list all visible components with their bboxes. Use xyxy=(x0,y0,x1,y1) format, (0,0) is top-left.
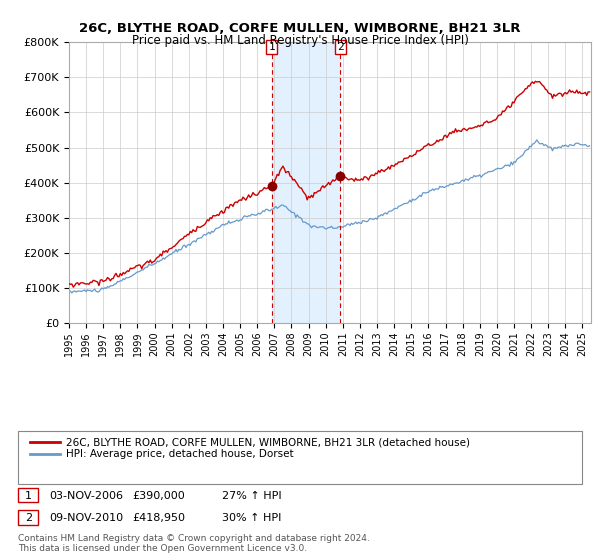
Text: 1: 1 xyxy=(25,491,32,501)
Text: 27% ↑ HPI: 27% ↑ HPI xyxy=(222,491,281,501)
Text: £418,950: £418,950 xyxy=(132,513,185,523)
Text: 2: 2 xyxy=(337,42,344,52)
Text: 1: 1 xyxy=(268,42,275,52)
Text: 30% ↑ HPI: 30% ↑ HPI xyxy=(222,513,281,523)
Text: £390,000: £390,000 xyxy=(132,491,185,501)
Text: HPI: Average price, detached house, Dorset: HPI: Average price, detached house, Dors… xyxy=(66,449,293,459)
Text: 26C, BLYTHE ROAD, CORFE MULLEN, WIMBORNE, BH21 3LR: 26C, BLYTHE ROAD, CORFE MULLEN, WIMBORNE… xyxy=(79,22,521,35)
Text: 09-NOV-2010: 09-NOV-2010 xyxy=(49,513,124,523)
Text: Price paid vs. HM Land Registry's House Price Index (HPI): Price paid vs. HM Land Registry's House … xyxy=(131,34,469,46)
Text: 2: 2 xyxy=(25,513,32,523)
Text: 03-NOV-2006: 03-NOV-2006 xyxy=(49,491,123,501)
Bar xyxy=(272,42,340,324)
Text: Contains HM Land Registry data © Crown copyright and database right 2024.: Contains HM Land Registry data © Crown c… xyxy=(18,534,370,543)
Text: 26C, BLYTHE ROAD, CORFE MULLEN, WIMBORNE, BH21 3LR (detached house): 26C, BLYTHE ROAD, CORFE MULLEN, WIMBORNE… xyxy=(66,437,470,447)
Text: This data is licensed under the Open Government Licence v3.0.: This data is licensed under the Open Gov… xyxy=(18,544,307,553)
